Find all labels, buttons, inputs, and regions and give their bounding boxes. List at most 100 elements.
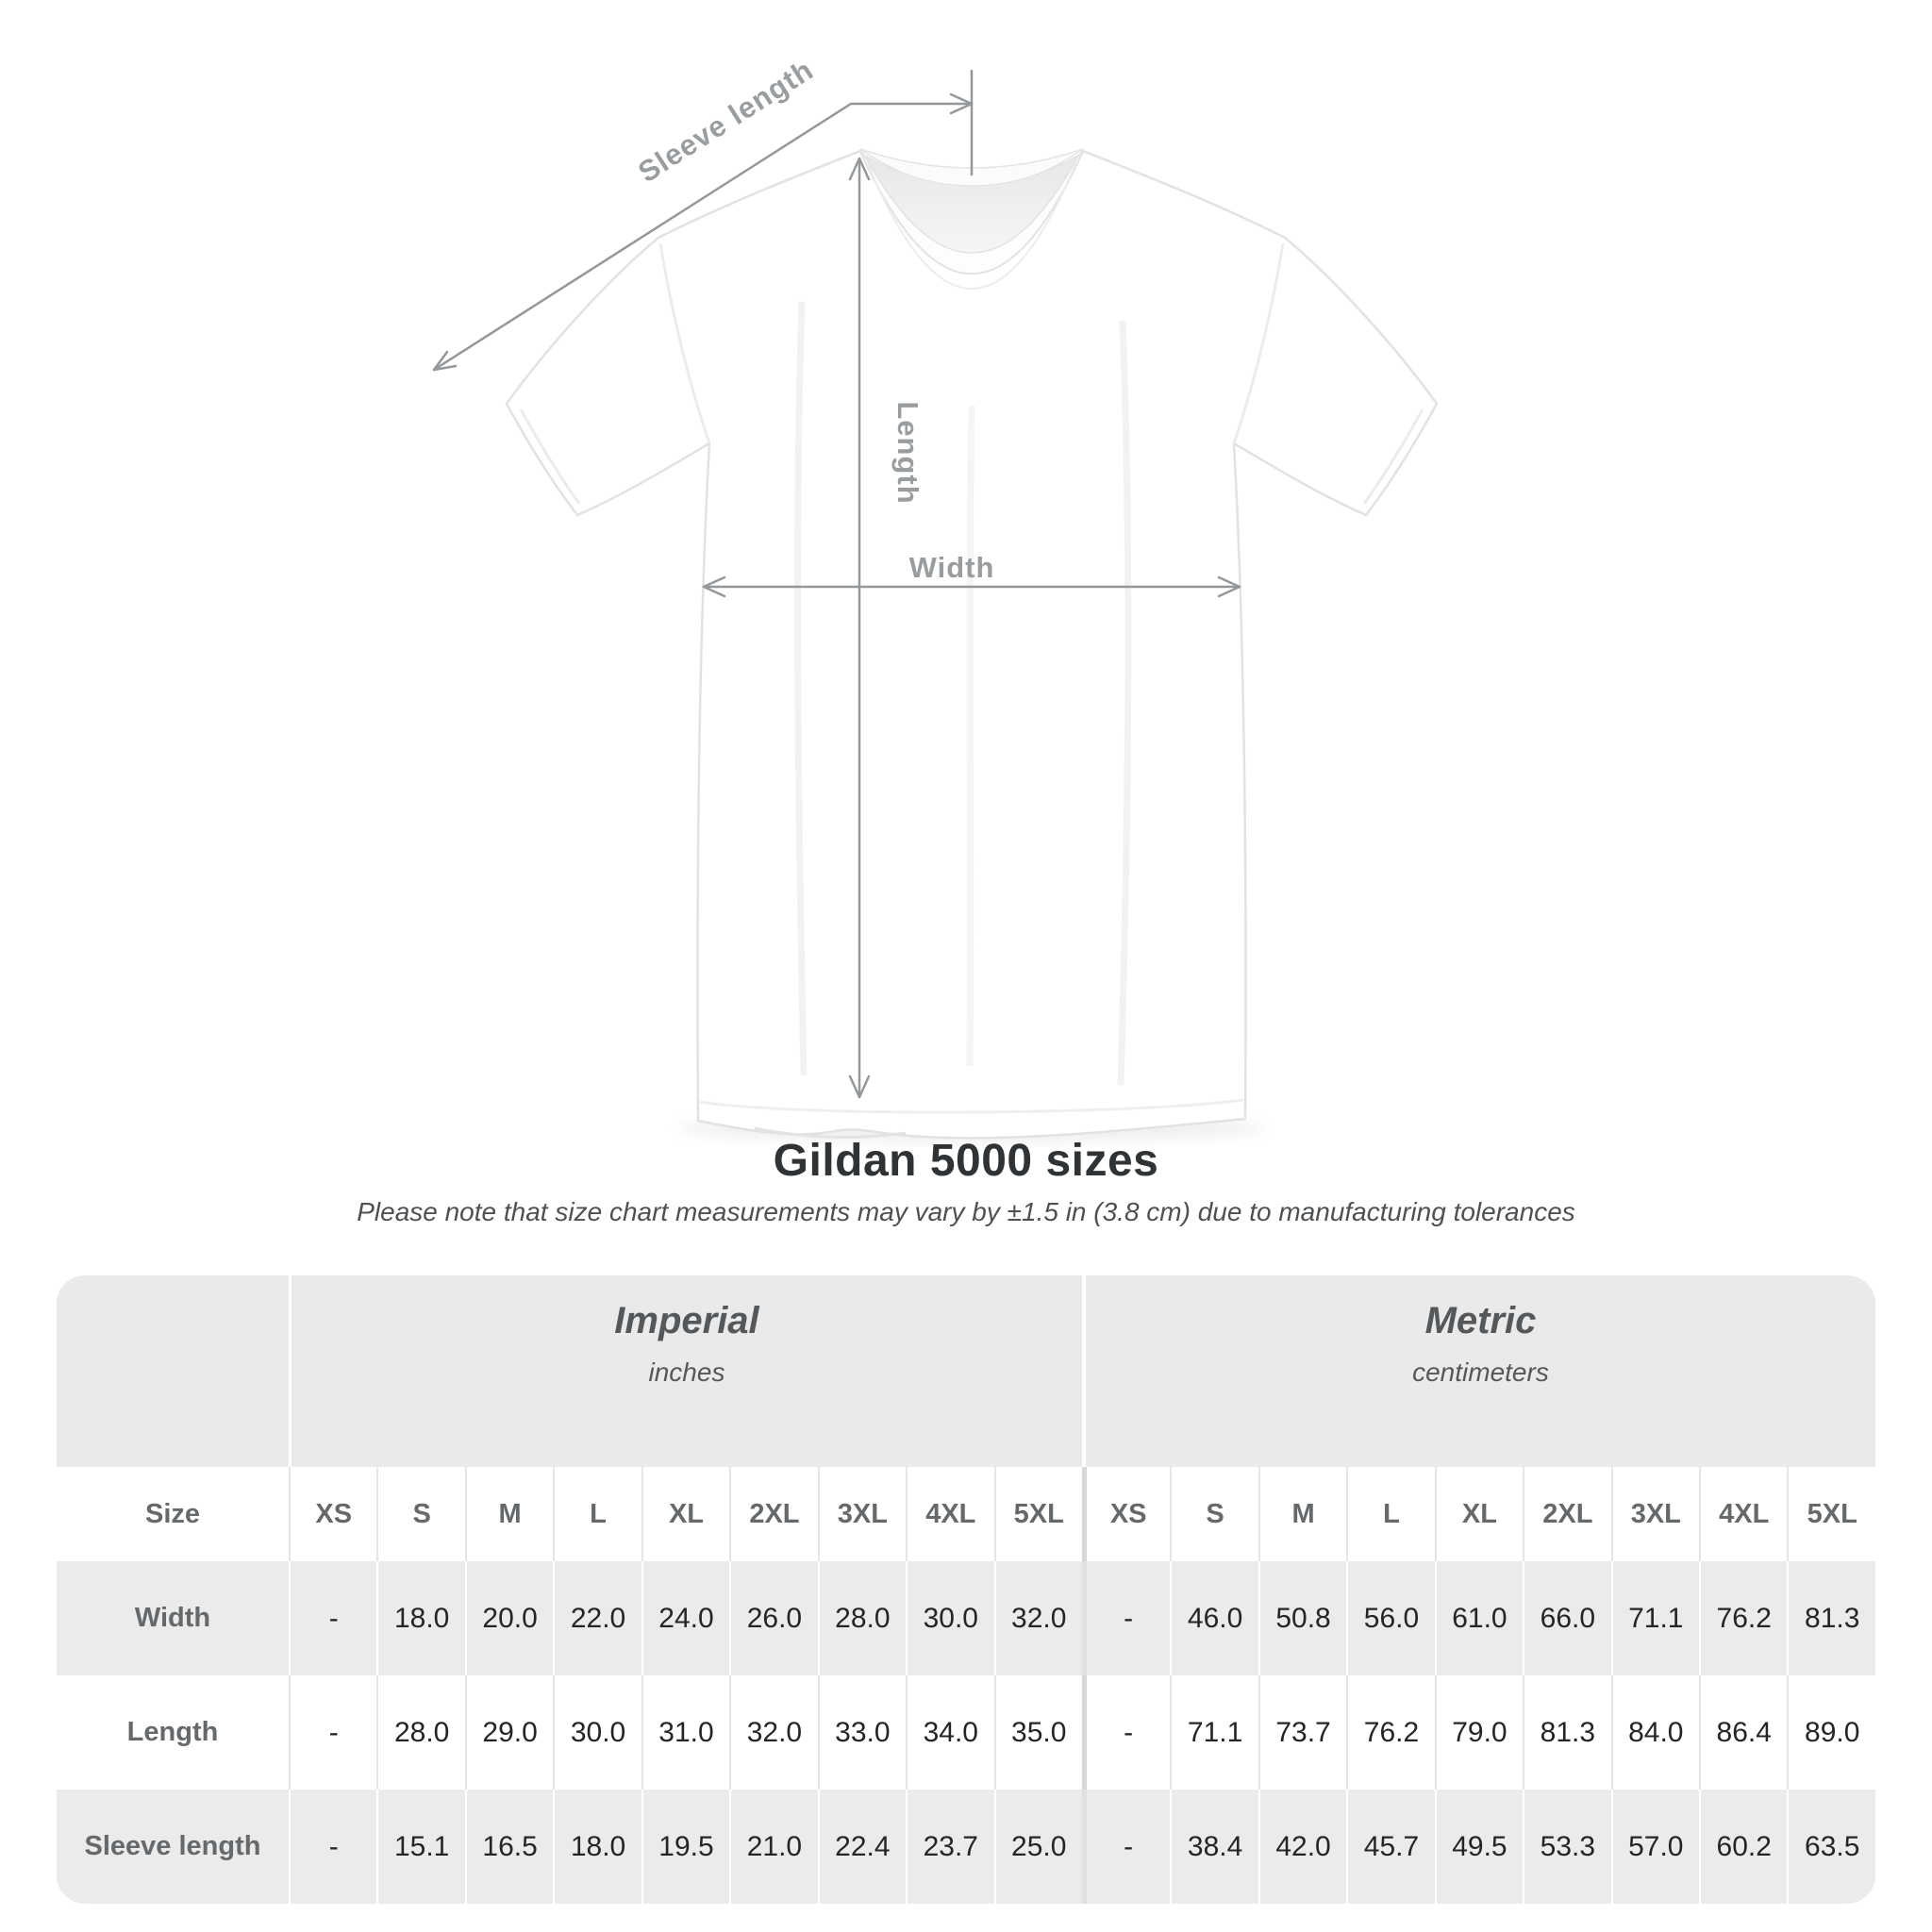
value-cell: 23.7 — [906, 1790, 994, 1904]
value-cell: 28.0 — [817, 1561, 907, 1675]
seam-lines — [519, 242, 1424, 1139]
page-title: Gildan 5000 sizes — [773, 1136, 1159, 1186]
size-col-header-metric-l: L — [1346, 1467, 1435, 1561]
value-cell: 28.0 — [376, 1675, 465, 1790]
value-cell: 73.7 — [1257, 1675, 1347, 1790]
tshirt-figure: Sleeve length Length Width — [432, 53, 1439, 1141]
value-cell: 31.0 — [641, 1675, 730, 1790]
measurement-row-width: Width -18.0 20.0 22.0 24.0 26.0 28.0 30.0 32.0-4… — [57, 1561, 1875, 1675]
value-cell: 32.0 — [993, 1561, 1082, 1675]
width-line — [702, 575, 1241, 598]
value-cell: 22.0 — [553, 1561, 641, 1675]
length-line — [848, 157, 871, 1099]
value-cell: - — [1081, 1790, 1171, 1904]
value-cell: 49.5 — [1434, 1790, 1524, 1904]
size-col-header-imperial-xl: XL — [641, 1467, 730, 1561]
value-cell: 18.0 — [553, 1790, 641, 1904]
size-col-header-imperial-s: S — [376, 1467, 465, 1561]
collar-stitch — [867, 163, 1076, 290]
size-col-header-metric-s: S — [1170, 1467, 1258, 1561]
size-col-header-imperial-3xl: 3XL — [817, 1467, 907, 1561]
value-cell: 76.2 — [1346, 1675, 1435, 1790]
metric-group-header: Metric centimeters — [1081, 1275, 1875, 1467]
value-cell: - — [1081, 1561, 1171, 1675]
value-cell: 76.2 — [1699, 1561, 1788, 1675]
value-cell: 81.3 — [1523, 1675, 1611, 1790]
value-cell: 46.0 — [1170, 1561, 1258, 1675]
value-cell: - — [289, 1561, 377, 1675]
corner-cell — [57, 1275, 289, 1467]
measurement-row-length: Length -28.0 29.0 30.0 31.0 32.0 33.0 34.0 35.0-… — [57, 1675, 1875, 1790]
value-cell: 26.0 — [729, 1561, 818, 1675]
row-label: Sleeve length — [57, 1790, 289, 1904]
value-cell: - — [289, 1675, 377, 1790]
size-col-header-metric-2xl: 2XL — [1523, 1467, 1611, 1561]
value-cell: 19.5 — [641, 1790, 730, 1904]
value-cell: 86.4 — [1699, 1675, 1788, 1790]
value-cell: 20.0 — [464, 1561, 554, 1675]
value-cell: 34.0 — [906, 1675, 994, 1790]
size-col-header-metric-5xl: 5XL — [1787, 1467, 1875, 1561]
value-cell: 25.0 — [993, 1790, 1082, 1904]
size-col-header-metric-xl: XL — [1434, 1467, 1524, 1561]
size-col-header-imperial-4xl: 4XL — [906, 1467, 994, 1561]
size-col-header-imperial-m: M — [464, 1467, 554, 1561]
value-cell: 29.0 — [464, 1675, 554, 1790]
value-cell: 89.0 — [1787, 1675, 1875, 1790]
imperial-unit-label: inches — [648, 1357, 725, 1387]
value-cell: 30.0 — [553, 1675, 641, 1790]
value-cell: 35.0 — [993, 1675, 1082, 1790]
size-col-header-metric-4xl: 4XL — [1699, 1467, 1788, 1561]
length-label: Length — [891, 401, 924, 504]
value-cell: 33.0 — [817, 1675, 907, 1790]
size-col-header-metric-m: M — [1257, 1467, 1347, 1561]
value-cell: 71.1 — [1610, 1561, 1699, 1675]
row-label: Length — [57, 1675, 289, 1790]
value-cell: 53.3 — [1523, 1790, 1611, 1904]
value-cell: 56.0 — [1346, 1561, 1435, 1675]
value-cell: 81.3 — [1787, 1561, 1875, 1675]
value-cell: 50.8 — [1257, 1561, 1347, 1675]
size-col-header-metric-3xl: 3XL — [1610, 1467, 1699, 1561]
value-cell: 22.4 — [817, 1790, 907, 1904]
size-col-header-imperial-2xl: 2XL — [729, 1467, 818, 1561]
size-table: Imperial inches Metric centimeters Size … — [57, 1275, 1875, 1904]
metric-unit-label: centimeters — [1412, 1357, 1549, 1387]
value-cell: 32.0 — [729, 1675, 818, 1790]
value-cell: 71.1 — [1170, 1675, 1258, 1790]
sleeve-length-label: Sleeve length — [632, 53, 819, 189]
dimension-lines — [432, 69, 1241, 1099]
size-col-header-imperial-5xl: 5XL — [993, 1467, 1082, 1561]
value-cell: 21.0 — [729, 1790, 818, 1904]
size-header-cell: Size — [57, 1467, 289, 1561]
value-cell: 42.0 — [1257, 1790, 1347, 1904]
value-cell: 60.2 — [1699, 1790, 1788, 1904]
tshirt-graphic: Sleeve length Length Width — [432, 53, 1439, 1141]
value-cell: 15.1 — [376, 1790, 465, 1904]
value-cell: - — [1081, 1675, 1171, 1790]
metric-label: Metric — [1424, 1300, 1537, 1341]
imperial-group-header: Imperial inches — [289, 1275, 1082, 1467]
imperial-label: Imperial — [614, 1300, 759, 1341]
fabric-creases — [794, 301, 1132, 1086]
measurement-row-sleeve-length: Sleeve length -15.1 16.5 18.0 19.5 21.0 22.4 23… — [57, 1790, 1875, 1904]
row-label: Width — [57, 1561, 289, 1675]
value-cell: 30.0 — [906, 1561, 994, 1675]
value-cell: 57.0 — [1610, 1790, 1699, 1904]
width-label: Width — [909, 551, 995, 584]
value-cell: 61.0 — [1434, 1561, 1524, 1675]
size-col-header-imperial-xs: XS — [289, 1467, 377, 1561]
unit-group-row: Imperial inches Metric centimeters — [57, 1275, 1875, 1467]
value-cell: - — [289, 1790, 377, 1904]
size-header-row: Size XS S M L XL 2XL 3XL 4XL 5XL XS S M L XL 2XL 3XL 4XL… — [57, 1467, 1875, 1561]
tolerance-note: Please note that size chart measurements… — [357, 1197, 1575, 1226]
value-cell: 79.0 — [1434, 1675, 1524, 1790]
value-cell: 45.7 — [1346, 1790, 1435, 1904]
value-cell: 18.0 — [376, 1561, 465, 1675]
collar-rib — [859, 150, 1084, 275]
value-cell: 63.5 — [1787, 1790, 1875, 1904]
value-cell: 84.0 — [1610, 1675, 1699, 1790]
size-col-header-imperial-l: L — [553, 1467, 641, 1561]
value-cell: 16.5 — [464, 1790, 554, 1904]
